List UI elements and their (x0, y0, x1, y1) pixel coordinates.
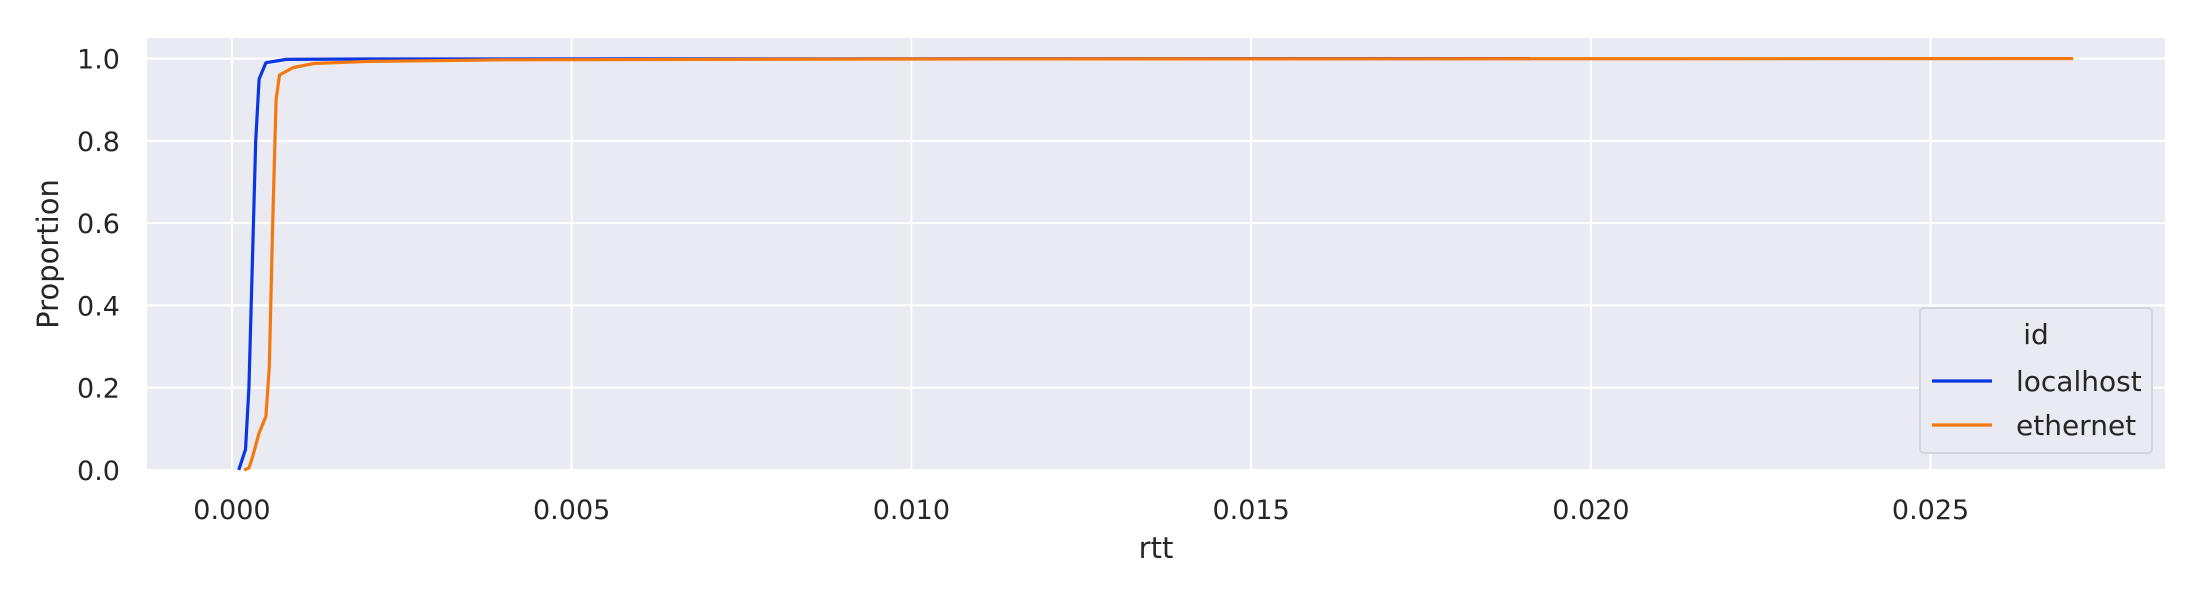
x-tick-label: 0.025 (1892, 495, 1969, 526)
y-tick-label: 1.0 (77, 45, 120, 76)
x-axis-label: rtt (1139, 531, 1174, 565)
x-tick-label: 0.000 (193, 495, 270, 526)
legend: id localhost ethernet (1919, 307, 2153, 454)
series-line-ethernet (243, 56, 2074, 472)
x-tick-label: 0.015 (1212, 495, 1289, 526)
legend-entries: localhost ethernet (1932, 365, 2142, 442)
x-tick-label: 0.010 (873, 495, 950, 526)
x-axis-ticks: 0.000 0.005 0.010 0.015 0.020 0.025 (193, 495, 1969, 526)
legend-label-localhost: localhost (2016, 365, 2142, 398)
y-axis-label: Proportion (31, 179, 65, 329)
series-line-localhost (237, 56, 1530, 471)
y-axis-ticks: 0.0 0.2 0.4 0.6 0.8 1.0 (77, 45, 120, 487)
y-tick-label: 0.0 (77, 456, 120, 487)
legend-frame (1919, 307, 2153, 454)
y-tick-label: 0.2 (77, 374, 120, 405)
plot-area (147, 38, 2165, 470)
legend-title: id (2023, 318, 2049, 351)
series-lines (237, 56, 2074, 472)
legend-label-ethernet: ethernet (2016, 409, 2136, 442)
y-tick-label: 0.4 (77, 291, 120, 322)
x-tick-label: 0.020 (1552, 495, 1629, 526)
x-tick-label: 0.005 (533, 495, 610, 526)
y-tick-label: 0.6 (77, 209, 120, 240)
y-tick-label: 0.8 (77, 127, 120, 158)
